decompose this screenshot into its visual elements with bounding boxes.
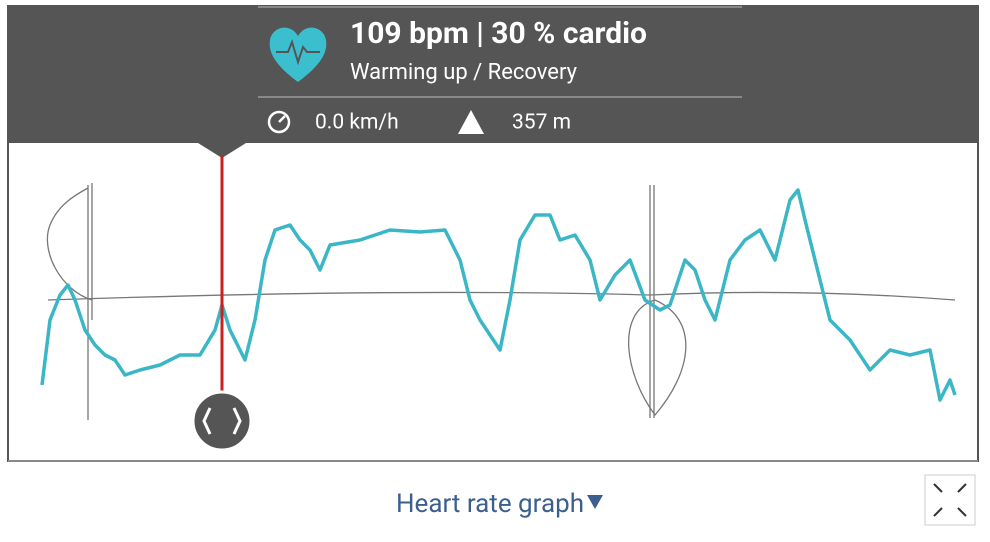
dropdown-arrow[interactable] bbox=[587, 495, 604, 509]
collapse-button[interactable] bbox=[924, 474, 976, 526]
heart-rate-title: 109 bpm | 30 % cardio bbox=[350, 16, 647, 51]
zone-label: Warming up / Recovery bbox=[350, 60, 578, 85]
altitude: 357 m bbox=[512, 111, 571, 135]
heart-rate-trace bbox=[40, 188, 957, 402]
speed: 0.0 km/h bbox=[315, 111, 399, 135]
speed-icon bbox=[267, 110, 291, 134]
altitude-icon bbox=[458, 110, 484, 134]
graph-selector[interactable]: Heart rate graph bbox=[396, 489, 584, 519]
info-pointer bbox=[198, 143, 246, 158]
info-panel bbox=[8, 6, 978, 143]
heart-icon bbox=[269, 27, 327, 82]
cursor-handle[interactable] bbox=[191, 390, 253, 452]
